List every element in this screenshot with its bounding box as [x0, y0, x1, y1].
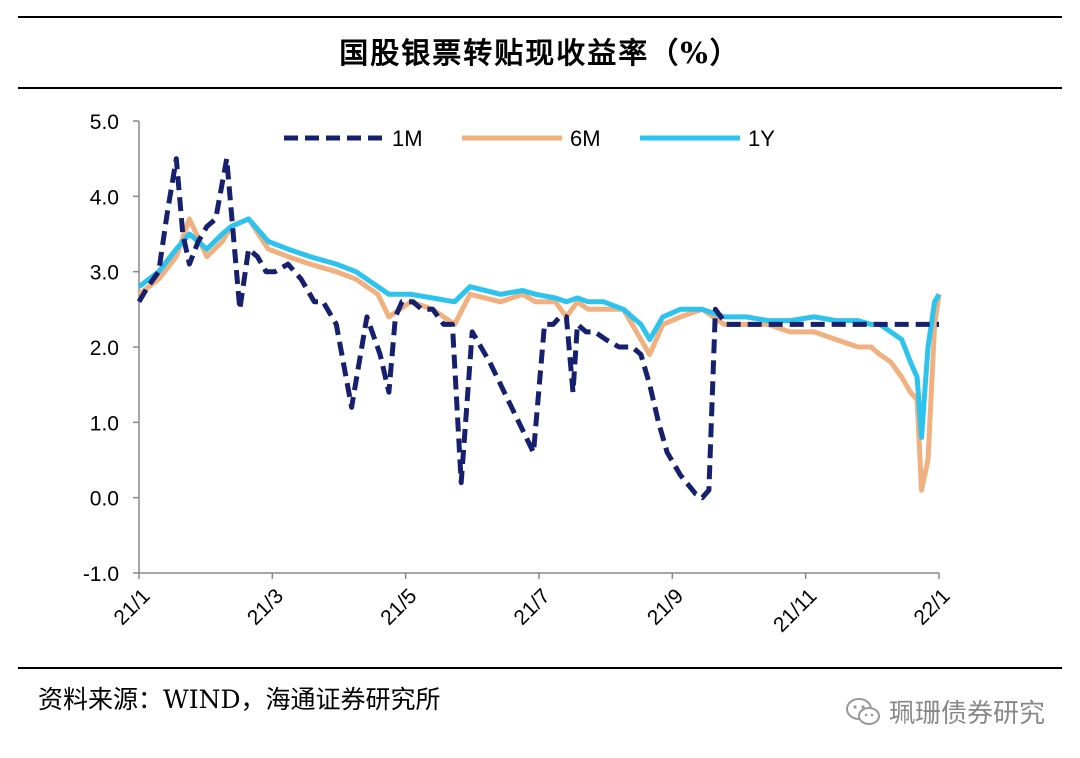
title-rule: [18, 87, 1062, 89]
y-tick-label: -1.0: [83, 563, 119, 586]
watermark: 珮珊债券研究: [845, 693, 1045, 730]
x-tick-label: 21/1: [110, 584, 155, 629]
x-tick-label: 21/5: [376, 584, 421, 629]
legend-label-6m: 6M: [570, 126, 601, 151]
top-rule: [18, 16, 1062, 18]
x-tick-label: 21/11: [769, 584, 821, 636]
y-tick-label: 5.0: [90, 111, 119, 134]
series-line-6m: [137, 216, 942, 493]
y-tick-label: 3.0: [90, 262, 119, 285]
chart-series: [136, 156, 942, 501]
x-tick-label: 22/1: [910, 584, 955, 629]
x-tick-label: 21/7: [510, 584, 555, 629]
legend-label-1y: 1Y: [748, 126, 775, 151]
y-tick-label: 0.0: [90, 488, 119, 511]
source-note: 资料来源：WIND，海通证券研究所: [38, 685, 441, 714]
x-tick-label: 21/3: [243, 584, 288, 629]
chart-title: 国股银票转贴现收益率（%）: [339, 36, 741, 70]
footer-rule: [18, 667, 1062, 669]
chart-axes: 5.0 4.0 3.0 2.0 1.0 0.0 -1.021/1 21/3 21/5 21/7 21…: [83, 111, 955, 637]
y-tick-label: 4.0: [90, 186, 119, 209]
y-tick-label: 2.0: [90, 337, 119, 360]
legend-label-1m: 1M: [392, 126, 423, 151]
x-tick-label: 21/9: [643, 584, 688, 629]
watermark-text: 珮珊债券研究: [889, 699, 1046, 729]
series-line-1m: [136, 156, 939, 501]
y-tick-label: 1.0: [90, 412, 119, 435]
chart-legend: 1M 6M 1Y: [284, 126, 775, 151]
wechat-icon: [846, 697, 880, 725]
